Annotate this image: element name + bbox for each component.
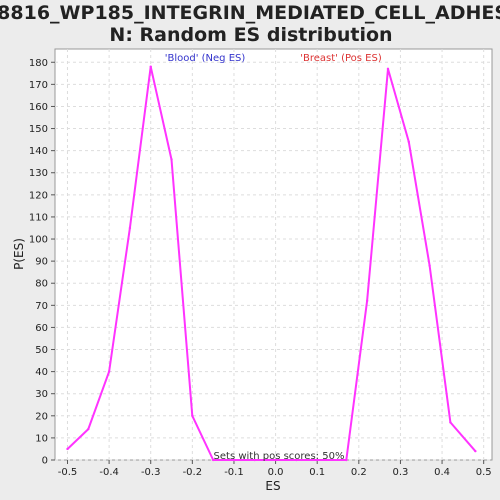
data-point bbox=[474, 449, 477, 453]
y-tick-label: 180 bbox=[29, 58, 48, 69]
chart-title-line-1: 198816_WP185_INTEGRIN_MEDIATED_CELL_ADHE… bbox=[0, 2, 500, 24]
y-tick-label: 130 bbox=[29, 168, 48, 179]
x-tick-label: -0.3 bbox=[141, 467, 161, 478]
plot-area bbox=[54, 48, 493, 461]
x-tick-label: -0.1 bbox=[224, 467, 244, 478]
data-point bbox=[66, 447, 69, 451]
data-point bbox=[170, 158, 173, 161]
data-point bbox=[449, 421, 452, 424]
chart-title-line-2: N: Random ES distribution bbox=[109, 24, 392, 46]
data-point bbox=[345, 458, 348, 462]
y-axis-label: P(ES) bbox=[12, 238, 26, 270]
legend-neg: 'Blood' (Neg ES) bbox=[165, 53, 246, 64]
data-point bbox=[149, 65, 152, 68]
data-point bbox=[211, 458, 215, 462]
data-point bbox=[365, 299, 369, 303]
data-point bbox=[191, 414, 194, 418]
y-tick-label: 90 bbox=[35, 257, 48, 268]
y-tick-label: 10 bbox=[35, 433, 48, 444]
y-tick-label: 170 bbox=[29, 80, 48, 91]
x-tick-label: 0.5 bbox=[476, 467, 492, 478]
y-tick-label: 70 bbox=[35, 301, 48, 312]
y-tick-label: 0 bbox=[42, 456, 48, 467]
data-point bbox=[253, 458, 256, 462]
y-tick-label: 40 bbox=[35, 367, 48, 378]
x-tick-label: -0.2 bbox=[183, 467, 203, 478]
es-distribution-line bbox=[66, 65, 477, 461]
pos-scores-annotation: Sets with pos scores: 50% bbox=[214, 451, 345, 462]
x-tick-label: 0.3 bbox=[392, 467, 408, 478]
x-tick-label: -0.4 bbox=[99, 467, 119, 478]
y-tick-label: 120 bbox=[29, 190, 48, 201]
y-tick-label: 60 bbox=[35, 323, 48, 334]
y-tick-label: 100 bbox=[29, 235, 48, 246]
y-tick-label: 110 bbox=[29, 212, 48, 223]
y-tick-label: 80 bbox=[35, 279, 48, 290]
legend-pos: 'Breast' (Pos ES) bbox=[300, 53, 382, 64]
x-tick-label: -0.5 bbox=[58, 467, 78, 478]
series bbox=[66, 65, 477, 462]
y-tick-label: 160 bbox=[29, 102, 48, 113]
data-point bbox=[386, 67, 390, 71]
grid bbox=[55, 49, 492, 461]
y-tick-label: 140 bbox=[29, 146, 48, 157]
y-tick-label: 30 bbox=[35, 389, 48, 400]
data-point bbox=[295, 458, 298, 462]
data-point bbox=[274, 458, 277, 462]
data-point bbox=[428, 264, 431, 267]
data-point bbox=[128, 226, 132, 230]
y-tick-label: 50 bbox=[35, 345, 48, 356]
data-point bbox=[107, 370, 111, 373]
data-point bbox=[407, 140, 410, 144]
data-point bbox=[316, 458, 319, 462]
x-tick-label: 0.0 bbox=[268, 467, 284, 478]
data-point bbox=[87, 427, 90, 431]
y-tick-label: 150 bbox=[29, 124, 48, 135]
x-axis-label: ES bbox=[265, 479, 280, 493]
data-point bbox=[232, 458, 236, 462]
x-tick-label: 0.1 bbox=[309, 467, 325, 478]
axes: -0.5 -0.4 -0.3 -0.2 -0.1 0.0 0.1 0.2 0.3 0.4 0.5 0 1… bbox=[29, 58, 492, 478]
y-tick-label: 20 bbox=[35, 411, 48, 422]
x-tick-label: 0.2 bbox=[351, 467, 367, 478]
x-tick-label: 0.4 bbox=[434, 467, 450, 478]
